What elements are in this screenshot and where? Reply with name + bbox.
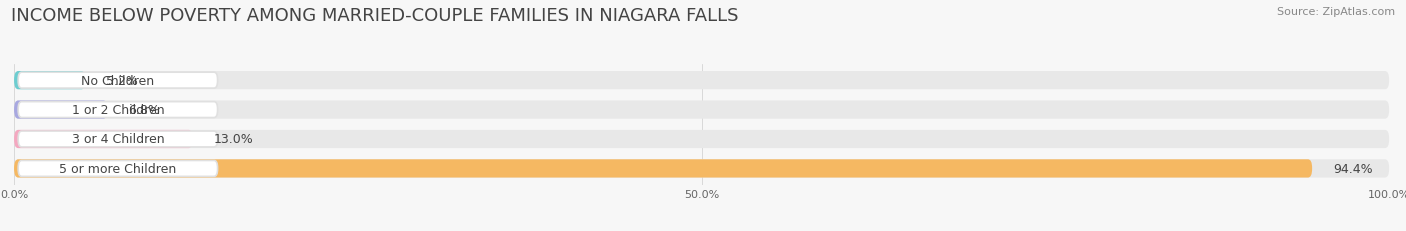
FancyBboxPatch shape [18, 73, 218, 89]
FancyBboxPatch shape [18, 161, 218, 176]
FancyBboxPatch shape [18, 102, 218, 118]
Text: INCOME BELOW POVERTY AMONG MARRIED-COUPLE FAMILIES IN NIAGARA FALLS: INCOME BELOW POVERTY AMONG MARRIED-COUPL… [11, 7, 738, 25]
FancyBboxPatch shape [14, 72, 86, 90]
FancyBboxPatch shape [14, 160, 1312, 178]
Text: 5 or more Children: 5 or more Children [59, 162, 177, 175]
Text: No Children: No Children [82, 74, 155, 87]
FancyBboxPatch shape [14, 101, 1389, 119]
FancyBboxPatch shape [18, 131, 218, 147]
FancyBboxPatch shape [14, 72, 1389, 90]
FancyBboxPatch shape [14, 130, 1389, 149]
Text: 5.2%: 5.2% [107, 74, 138, 87]
FancyBboxPatch shape [14, 130, 193, 149]
Text: 6.8%: 6.8% [128, 104, 160, 117]
FancyBboxPatch shape [14, 101, 108, 119]
Text: 1 or 2 Children: 1 or 2 Children [72, 104, 165, 117]
Text: 3 or 4 Children: 3 or 4 Children [72, 133, 165, 146]
Text: 94.4%: 94.4% [1333, 162, 1372, 175]
Text: 13.0%: 13.0% [214, 133, 253, 146]
Text: Source: ZipAtlas.com: Source: ZipAtlas.com [1277, 7, 1395, 17]
FancyBboxPatch shape [14, 160, 1389, 178]
